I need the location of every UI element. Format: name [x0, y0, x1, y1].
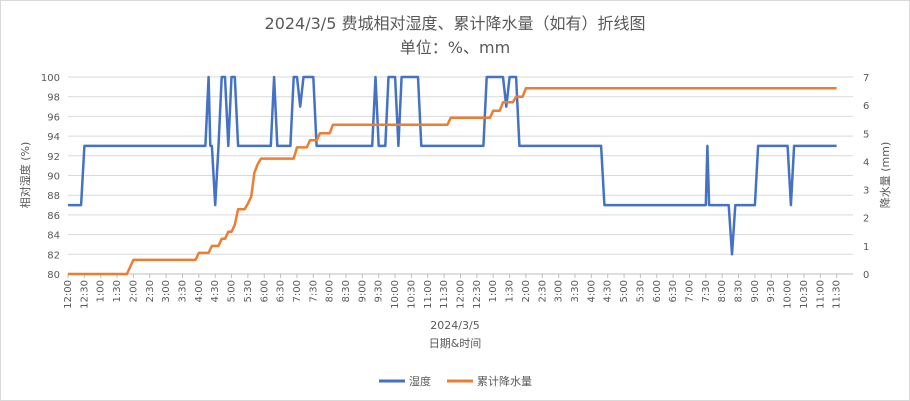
right-y-tick-label: 6: [863, 101, 869, 112]
x-tick-label: 7:00: [684, 280, 695, 302]
x-axis-title: 日期&时间: [429, 337, 482, 350]
x-tick-label: 6:30: [276, 280, 287, 302]
x-tick-label: 5:30: [635, 280, 646, 302]
left-y-axis-ticks: 80 82 84 86 88 90 92 94 96 98 100: [41, 73, 60, 281]
left-y-tick-label: 96: [47, 112, 60, 123]
x-tick-label: 1:30: [112, 280, 123, 302]
x-tick-label: 11:00: [815, 280, 826, 309]
x-tick-label: 12:30: [79, 280, 90, 309]
precipitation-series-line: [68, 87, 837, 276]
gridlines: [68, 76, 853, 255]
x-tick-label: 5:00: [619, 280, 630, 302]
x-tick-label: 12:00: [456, 280, 467, 309]
x-tick-label: 2:00: [521, 280, 532, 302]
x-tick-label: 3:00: [554, 280, 565, 302]
legend-label-precip: 累计降水量: [477, 374, 532, 388]
left-y-tick-label: 84: [47, 231, 60, 242]
x-tick-label: 7:00: [292, 280, 303, 302]
right-y-axis-ticks: 0 1 2 3 4 5 6 7: [863, 73, 869, 281]
x-tick-label: 6:00: [652, 280, 663, 302]
x-tick-label: 10:00: [783, 280, 794, 309]
right-y-tick-label: 4: [863, 157, 869, 168]
legend: 湿度 累计降水量: [379, 374, 532, 388]
x-tick-label: 9:30: [374, 280, 385, 302]
x-tick-label: 4:00: [194, 280, 205, 302]
x-tick-label: 10:30: [799, 280, 810, 309]
x-tick-label: 6:00: [259, 280, 270, 302]
x-tick-label: 7:30: [308, 280, 319, 302]
x-tick-label: 6:30: [668, 280, 679, 302]
left-y-tick-label: 94: [47, 132, 60, 143]
x-tick-label: 5:30: [243, 280, 254, 302]
left-y-tick-label: 92: [47, 152, 60, 163]
left-y-tick-label: 88: [47, 191, 60, 202]
x-tick-label: 2:00: [128, 280, 139, 302]
right-y-axis-title: 降水量 (mm): [878, 142, 892, 209]
x-tick-label: 1:30: [505, 280, 516, 302]
x-tick-label: 4:30: [210, 280, 221, 302]
x-tick-label: 4:00: [586, 280, 597, 302]
right-y-tick-label: 3: [863, 186, 869, 197]
x-tick-label: 1:00: [488, 280, 499, 302]
left-y-tick-label: 90: [47, 172, 60, 183]
left-y-tick-label: 86: [47, 211, 60, 222]
x-tick-label: 3:30: [177, 280, 188, 302]
x-tick-label: 8:30: [734, 280, 745, 302]
chart-subtitle: 单位：%、mm: [400, 38, 510, 57]
right-y-tick-label: 7: [863, 73, 869, 84]
x-tick-label: 8:00: [717, 280, 728, 302]
x-tick-label: 11:30: [832, 280, 843, 309]
x-tick-label: 1:00: [96, 280, 107, 302]
x-tick-label: 12:30: [472, 280, 483, 309]
x-tick-label: 3:00: [161, 280, 172, 302]
x-tick-label: 9:00: [357, 280, 368, 302]
date-label: 2024/3/5: [430, 319, 479, 332]
right-y-tick-label: 5: [863, 129, 869, 140]
x-tick-label: 8:30: [341, 280, 352, 302]
left-y-tick-label: 100: [41, 73, 60, 84]
left-y-tick-label: 82: [47, 250, 60, 261]
x-tick-label: 11:30: [439, 280, 450, 309]
x-tick-label: 8:00: [325, 280, 336, 302]
x-tick-label: 12:00: [63, 280, 74, 309]
left-y-tick-label: 80: [47, 270, 60, 281]
x-tick-label: 10:30: [406, 280, 417, 309]
x-tick-label: 4:30: [603, 280, 614, 302]
x-tick-label: 5:00: [227, 280, 238, 302]
left-y-axis-title: 相对湿度 (%): [18, 142, 32, 209]
right-y-tick-label: 1: [863, 242, 869, 253]
x-axis-ticks: 12:00 12:30 1:00 1:30 2:00 2:30 3:00 3:30 4:00 4:…: [63, 274, 843, 309]
x-tick-label: 2:30: [537, 280, 548, 302]
left-y-tick-label: 98: [47, 93, 60, 104]
x-tick-label: 9:00: [750, 280, 761, 302]
chart-title: 2024/3/5 费城相对湿度、累计降水量（如有）折线图: [265, 14, 646, 33]
x-tick-label: 11:00: [423, 280, 434, 309]
series-lines: [68, 75, 837, 276]
x-tick-label: 10:00: [390, 280, 401, 309]
legend-label-humidity: 湿度: [409, 374, 431, 388]
x-tick-label: 2:30: [145, 280, 156, 302]
x-tick-label: 7:30: [701, 280, 712, 302]
humidity-series-line: [68, 75, 837, 256]
x-tick-label: 3:30: [570, 280, 581, 302]
right-y-tick-label: 0: [863, 270, 869, 281]
x-tick-label: 9:30: [766, 280, 777, 302]
right-y-tick-label: 2: [863, 214, 869, 225]
